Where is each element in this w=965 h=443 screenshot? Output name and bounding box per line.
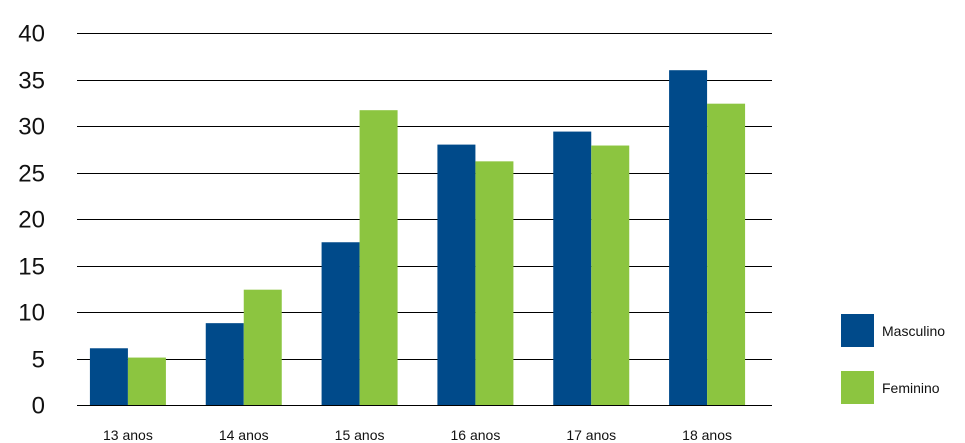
bar-masculino-2 <box>321 242 360 405</box>
x-tick-label: 14 anos <box>219 427 269 443</box>
legend-swatch-masculino <box>841 314 874 347</box>
y-tick-label: 40 <box>18 21 45 48</box>
x-tick-label: 13 anos <box>103 427 153 443</box>
y-tick-label: 15 <box>18 254 45 281</box>
bar-feminino-0 <box>127 357 166 405</box>
bar-masculino-5 <box>669 70 708 405</box>
bar-masculino-1 <box>205 323 244 405</box>
bars <box>89 70 746 406</box>
x-tick-label: 18 anos <box>682 427 732 443</box>
x-tick-label: 16 anos <box>451 427 501 443</box>
y-axis-ticks: 0 5 10 15 20 25 30 35 40 <box>18 21 45 420</box>
x-axis-ticks: 13 anos 14 anos 15 anos 16 anos 17 anos 18 an… <box>103 427 732 443</box>
y-tick-label: 10 <box>18 300 45 327</box>
x-tick-label: 15 anos <box>335 427 385 443</box>
legend: Masculino Feminino <box>841 314 945 404</box>
bar-feminino-1 <box>243 289 282 405</box>
bar-feminino-4 <box>591 145 630 405</box>
y-tick-label: 35 <box>18 68 45 95</box>
y-tick-label: 25 <box>18 161 45 188</box>
y-tick-label: 0 <box>32 393 45 420</box>
legend-label-feminino: Feminino <box>882 380 940 396</box>
legend-swatch-feminino <box>841 371 874 404</box>
gridlines <box>77 33 772 406</box>
bar-feminino-2 <box>359 110 398 405</box>
y-tick-label: 20 <box>18 207 45 234</box>
x-tick-label: 17 anos <box>566 427 616 443</box>
legend-label-masculino: Masculino <box>882 323 945 339</box>
bar-feminino-3 <box>475 161 514 405</box>
y-tick-label: 30 <box>18 114 45 141</box>
y-tick-label: 5 <box>32 347 45 374</box>
bar-masculino-0 <box>89 348 128 405</box>
bar-feminino-5 <box>707 103 746 406</box>
bar-masculino-4 <box>553 131 592 405</box>
bar-masculino-3 <box>437 144 476 405</box>
